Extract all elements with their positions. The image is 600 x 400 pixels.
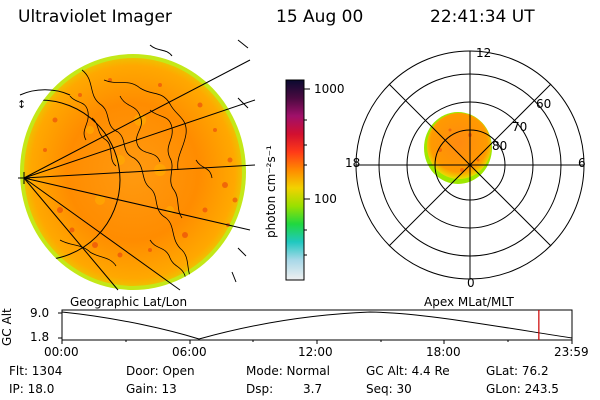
mlt-label-18: 18	[345, 156, 361, 170]
geographic-longitude: GLon: 243.5	[486, 382, 559, 396]
mlt-label-6: 6	[578, 156, 586, 170]
geographic-latitude: GLat: 76.2	[486, 364, 549, 378]
mlat-label-80: 80	[492, 139, 508, 153]
mlat-label-60: 60	[536, 97, 552, 111]
time-tick-1800: 18:00	[426, 345, 461, 359]
door-status: Door: Open	[126, 364, 195, 378]
dsp-value: 3.7	[303, 382, 323, 396]
ip-value: IP: 18.0	[9, 382, 55, 396]
altitude-axis-label: GC Alt	[0, 308, 14, 346]
colorbar-unit-label: photon cm⁻²s⁻¹	[264, 145, 278, 238]
time-tick-1200: 12:00	[298, 345, 333, 359]
colorbar-tick-100: 100	[314, 192, 337, 206]
mlt-label-0: 0	[467, 276, 475, 290]
date-label: 15 Aug 00	[276, 7, 364, 27]
flight-number: Flt: 1304	[9, 364, 63, 378]
polar-plot	[355, 50, 585, 280]
gain-value: Gain: 13	[126, 382, 177, 396]
svg-text:↕: ↕	[17, 98, 26, 111]
colorbar-tick-1000: 1000	[314, 82, 345, 96]
gc-altitude: GC Alt: 4.4 Re	[366, 364, 450, 378]
color-bar	[285, 79, 310, 281]
mlat-label-70: 70	[512, 120, 528, 134]
mlt-label-12: 12	[476, 46, 492, 60]
alt-tick-9: 9.0	[30, 306, 50, 320]
altitude-plot	[58, 309, 573, 344]
time-tick-2359: 23:59	[554, 345, 589, 359]
left-panel-label: Geographic Lat/Lon	[70, 295, 188, 309]
instrument-title: Ultraviolet Imager	[18, 7, 172, 27]
time-label: 22:41:34 UT	[430, 7, 535, 27]
alt-tick-1-8: 1.8	[30, 330, 50, 344]
right-panel-label: Apex MLat/MLT	[424, 295, 514, 309]
geographic-image: ↕	[17, 39, 256, 291]
dsp-label: Dsp:	[246, 382, 274, 396]
sequence-number: Seq: 30	[366, 382, 412, 396]
time-tick-0600: 06:00	[172, 345, 207, 359]
time-tick-0000: 00:00	[44, 345, 79, 359]
mode-value: Mode: Normal	[246, 364, 330, 378]
